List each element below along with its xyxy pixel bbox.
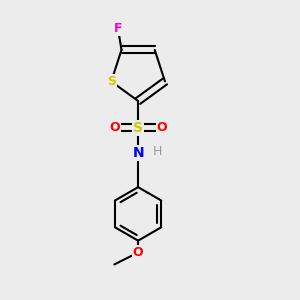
Text: S: S <box>107 75 116 88</box>
Text: O: O <box>157 121 167 134</box>
Text: O: O <box>109 121 120 134</box>
Text: O: O <box>133 246 143 259</box>
Text: F: F <box>114 22 123 35</box>
Text: H: H <box>153 145 162 158</box>
Text: S: S <box>133 121 143 135</box>
Text: N: N <box>132 146 144 160</box>
